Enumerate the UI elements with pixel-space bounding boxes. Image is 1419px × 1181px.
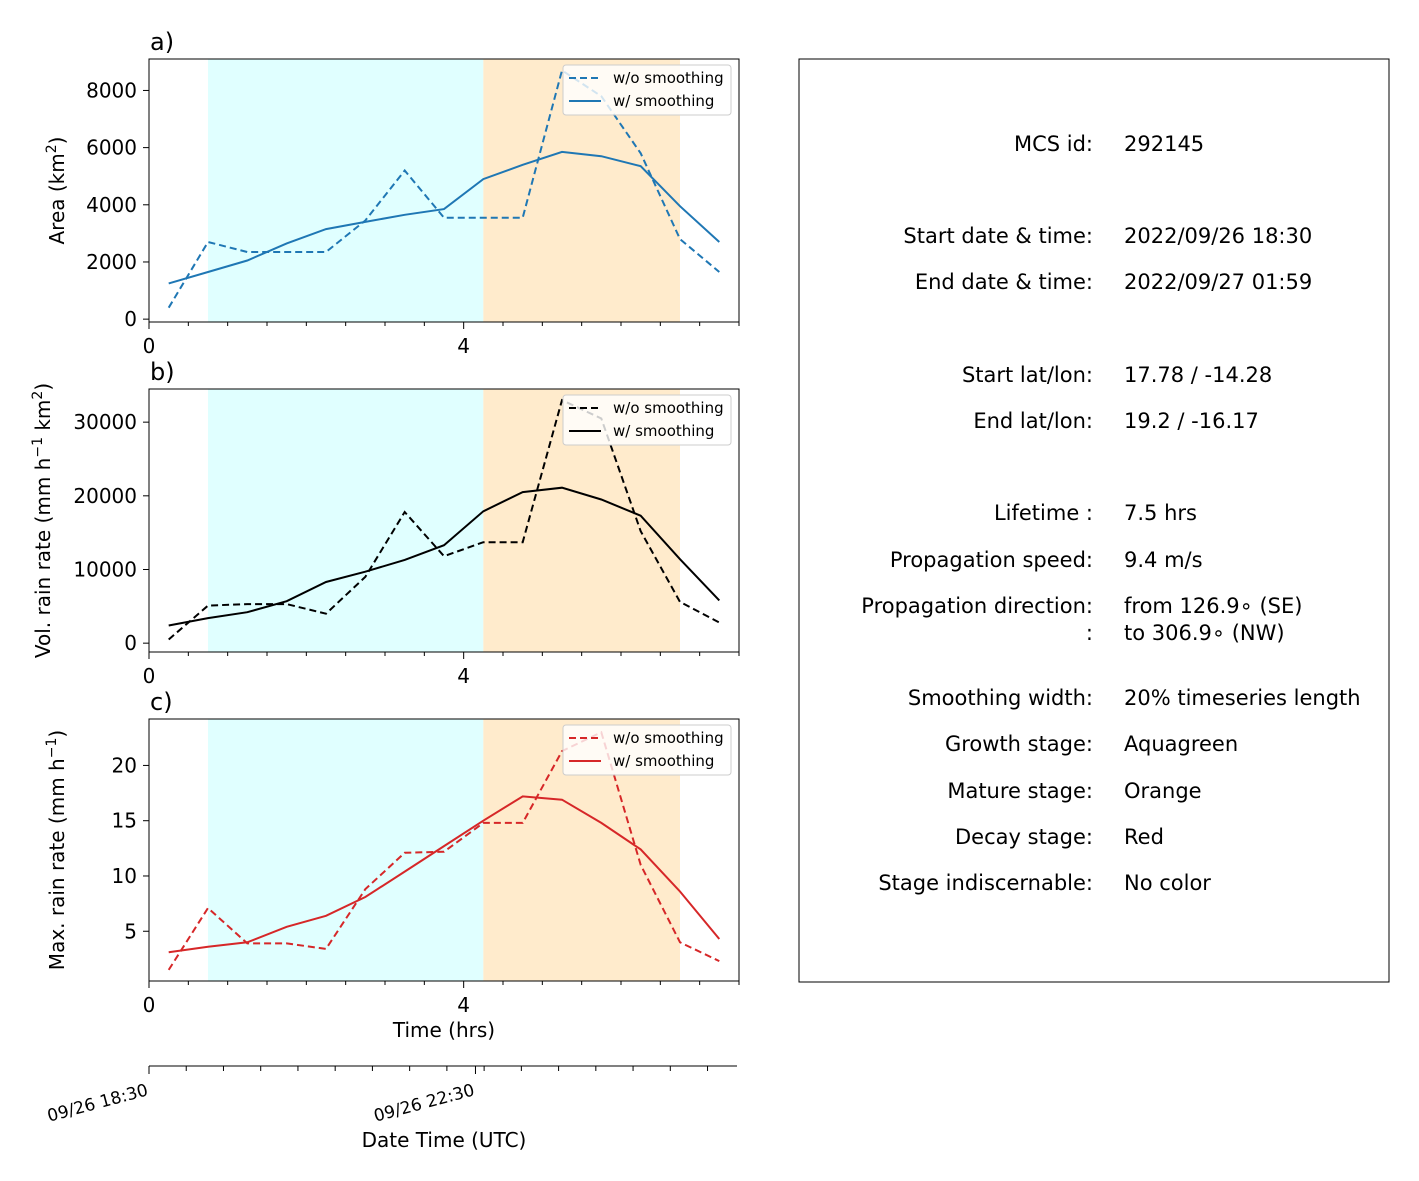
info-label: End lat/lon: (973, 409, 1093, 433)
x-tick-label: 4 (457, 664, 470, 688)
axes-frame (148, 58, 740, 323)
info-label: MCS id: (1014, 132, 1093, 156)
series-line-smoothed (168, 795, 721, 954)
legend-box (562, 64, 732, 116)
info-value: 292145 (1124, 132, 1204, 156)
info-value: 17.78 / -14.28 (1124, 363, 1272, 387)
info-value: Aquagreen (1124, 732, 1238, 756)
x-tick-label: 0 (143, 664, 156, 688)
panel-label: c) (150, 688, 173, 716)
datetime-tick-label: 09/26 22:30 (372, 1081, 477, 1127)
series-line-unsmoothed (167, 730, 720, 971)
datetime-axis-label: Date Time (UTC) (362, 1128, 527, 1152)
legend-label: w/ smoothing (613, 92, 714, 110)
y-axis-label: Max. rain rate (mm h−1) (44, 730, 69, 970)
y-tick-label: 4000 (86, 193, 137, 217)
info-value: Red (1124, 825, 1164, 849)
info-value: from 126.9∘ (SE) (1124, 594, 1302, 618)
growth-stage-band (208, 59, 484, 322)
y-tick-label: 8000 (86, 78, 137, 102)
info-label: Growth stage: (945, 732, 1093, 756)
y-tick-label: 30000 (73, 410, 137, 434)
series-line-smoothed (168, 150, 720, 285)
y-axis-label: Vol. rain rate (mm h−1 km2) (30, 383, 55, 658)
info-label: End date & time: (915, 270, 1093, 294)
series-line-smoothed (168, 486, 721, 627)
legend-box (562, 724, 732, 776)
info-value: 7.5 hrs (1124, 501, 1197, 525)
x-tick-label: 0 (143, 993, 156, 1017)
info-value: 2022/09/26 18:30 (1124, 224, 1312, 248)
legend-box (562, 394, 732, 446)
info-value: No color (1124, 871, 1211, 895)
info-value: 20% timeseries length (1124, 686, 1361, 710)
info-label: Smoothing width: (908, 686, 1093, 710)
legend-label: w/ smoothing (613, 422, 714, 440)
datetime-tick-label: 09/26 18:30 (45, 1081, 150, 1127)
y-tick-label: 5 (124, 919, 137, 943)
info-label: Propagation speed: (890, 548, 1093, 572)
y-tick-label: 10 (112, 864, 137, 888)
panel-label: b) (150, 358, 175, 386)
legend-label: w/o smoothing (613, 729, 724, 747)
series-line-unsmoothed (167, 68, 720, 309)
growth-stage-band (208, 389, 484, 652)
info-label: Decay stage: (955, 825, 1093, 849)
y-tick-label: 0 (124, 631, 137, 655)
y-tick-label: 10000 (73, 557, 137, 581)
info-value: 9.4 m/s (1124, 548, 1203, 572)
info-value: 2022/09/27 01:59 (1124, 270, 1312, 294)
axes-frame (148, 718, 740, 982)
axes-frame (148, 388, 740, 653)
legend-label: w/o smoothing (613, 399, 724, 417)
y-tick-label: 20000 (73, 484, 137, 508)
info-value: to 306.9∘ (NW) (1124, 621, 1285, 645)
x-tick-label: 4 (457, 993, 470, 1017)
y-tick-label: 6000 (86, 136, 137, 160)
legend-label: w/ smoothing (613, 752, 714, 770)
info-value: 19.2 / -16.17 (1124, 409, 1259, 433)
y-tick-label: 2000 (86, 250, 137, 274)
y-tick-label: 20 (112, 753, 137, 777)
info-label: Lifetime : (994, 501, 1093, 525)
y-tick-label: 0 (124, 307, 137, 331)
y-tick-label: 15 (112, 809, 137, 833)
info-label: Start date & time: (903, 224, 1093, 248)
info-value: Orange (1124, 779, 1202, 803)
panel-label: a) (150, 28, 174, 56)
info-label: Propagation direction: (861, 594, 1093, 618)
series-line-unsmoothed (168, 398, 720, 641)
x-tick-label: 0 (143, 334, 156, 358)
x-axis-label: Time (hrs) (392, 1018, 495, 1042)
y-axis-label: Area (km2) (44, 137, 69, 245)
info-label: Mature stage: (947, 779, 1093, 803)
info-label: Stage indiscernable: (878, 871, 1093, 895)
info-label: Start lat/lon: (962, 363, 1093, 387)
x-tick-label: 4 (457, 334, 470, 358)
legend-label: w/o smoothing (613, 69, 724, 87)
info-label: : (1086, 621, 1093, 645)
info-panel (798, 58, 1390, 983)
